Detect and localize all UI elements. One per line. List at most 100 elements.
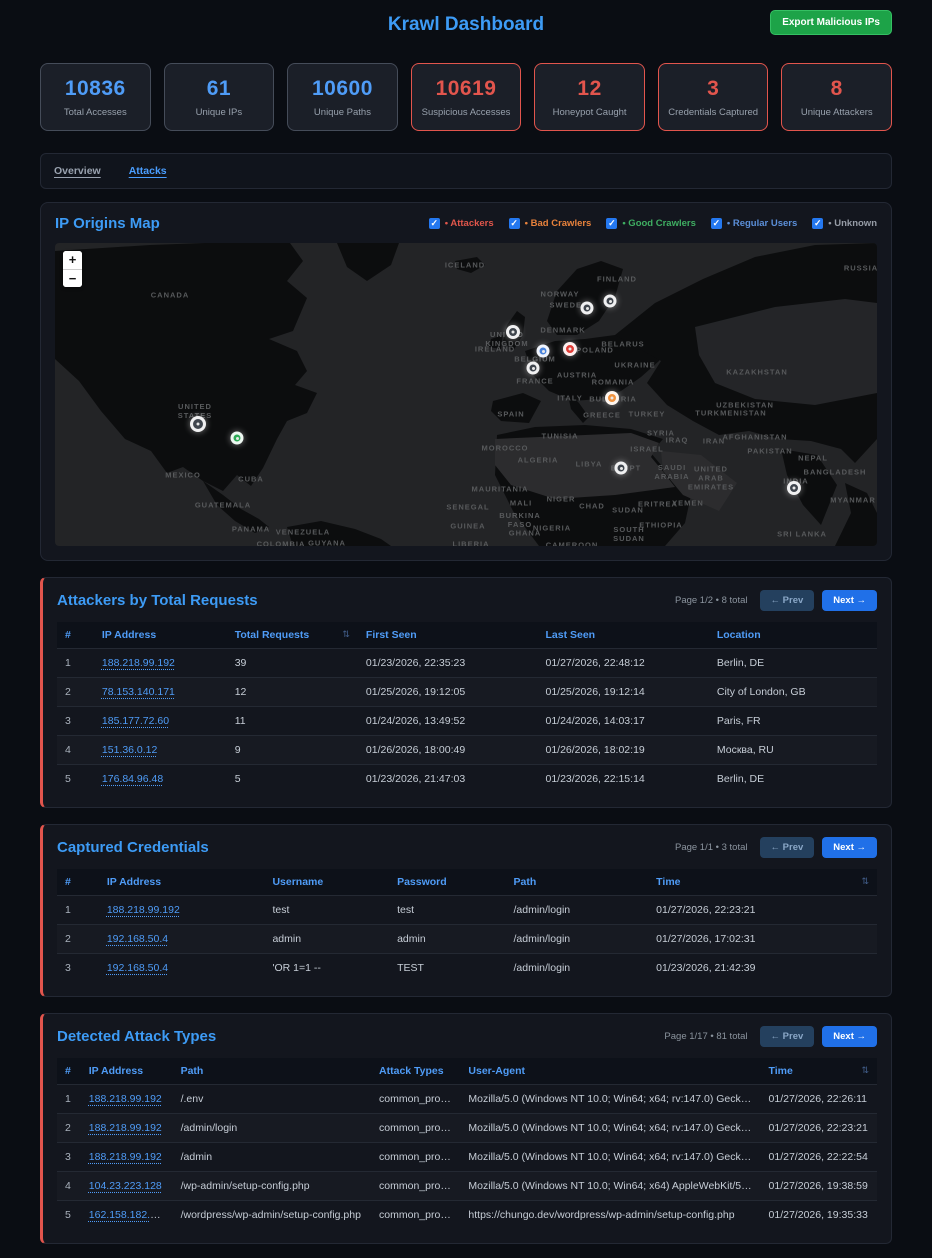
table-row: 2 188.218.99.192/admin/login common_probes… [57, 1113, 877, 1143]
column-header-time[interactable]: Time ⇅ [760, 1058, 877, 1085]
map-marker-unknown[interactable] [787, 481, 801, 495]
column-header-time[interactable]: Time ⇅ [648, 869, 877, 896]
cell-attack-types: common_probes [371, 1113, 461, 1143]
map-legend: ✓ • Attackers ✓ • Bad Crawlers ✓ • Good Crawl… [428, 218, 877, 229]
map-marker-unknown[interactable] [526, 361, 540, 375]
attack-types-title: Detected Attack Types [57, 1028, 217, 1045]
cell-col: 3 [57, 1142, 81, 1172]
tab-attacks[interactable]: Attacks [128, 165, 167, 177]
map-marker-unknown[interactable] [603, 294, 617, 308]
cell-col: 2 [57, 677, 94, 707]
marker-center-dot [585, 306, 589, 310]
legend-item-unknown[interactable]: ✓ • Unknown [812, 218, 877, 229]
column-header-attack-types[interactable]: Attack Types [371, 1058, 461, 1085]
cell-time: 01/27/2026, 22:26:11 [760, 1084, 877, 1114]
map-marker-attacker[interactable] [563, 342, 577, 356]
checkbox-checked-icon[interactable]: ✓ [508, 218, 520, 229]
map-marker-unknown[interactable] [506, 325, 520, 339]
map-marker-unknown[interactable] [614, 461, 628, 475]
prev-page-button[interactable]: ← Prev [759, 1026, 815, 1047]
map-marker-unknown[interactable] [580, 301, 594, 315]
ip-address-link[interactable]: 151.36.0.12 [101, 744, 158, 756]
stats-row: 10836 Total Accesses 61 Unique IPs 10600 Uniq… [40, 63, 893, 131]
map-marker-good-crawler[interactable] [230, 431, 244, 445]
marker-center-dot [196, 422, 200, 426]
ip-address-link[interactable]: 188.218.99.192 [106, 904, 180, 916]
ip-address-link[interactable]: 188.218.99.192 [101, 657, 175, 669]
checkbox-checked-icon[interactable]: ✓ [812, 218, 824, 229]
cell-path: /wp-admin/setup-config.php [172, 1171, 372, 1201]
page-title: Krawl Dashboard [387, 14, 545, 35]
zoom-out-button[interactable]: − [63, 269, 82, 287]
column-header-path[interactable]: Path [172, 1058, 372, 1085]
ip-address-link[interactable]: 104.23.223.128 [88, 1180, 162, 1192]
cell-path: /.env [172, 1084, 372, 1114]
ip-address-link[interactable]: 188.218.99.192 [88, 1151, 162, 1163]
cell-path: /admin/login [172, 1113, 372, 1143]
legend-item-regular-users[interactable]: ✓ • Regular Users [710, 218, 797, 229]
column-header-path[interactable]: Path [505, 869, 649, 896]
cell-attack-types: common_probes [371, 1142, 461, 1172]
column-header-col[interactable]: # [57, 1058, 81, 1085]
legend-item-bad-crawlers[interactable]: ✓ • Bad Crawlers [508, 218, 591, 229]
column-header-col[interactable]: # [57, 622, 94, 649]
ip-address-link[interactable]: 78.153.140.171 [101, 686, 175, 698]
credentials-table: # IP Address Username Password Path Time ⇅ 1 188… [57, 869, 877, 982]
map-marker-bad-crawler[interactable] [605, 391, 619, 405]
column-header-total-requests[interactable]: Total Requests ⇅ [226, 622, 358, 649]
column-header-ip-address[interactable]: IP Address [93, 622, 227, 649]
stat-card-unique-paths: 10600 Unique Paths [287, 63, 398, 131]
cell-total-requests: 11 [226, 706, 358, 736]
cell-first-seen: 01/23/2026, 22:35:23 [357, 648, 538, 678]
checkbox-checked-icon[interactable]: ✓ [710, 218, 722, 229]
marker-center-dot [568, 347, 572, 351]
tab-overview[interactable]: Overview [54, 165, 101, 177]
cell-last-seen: 01/27/2026, 22:48:12 [537, 648, 709, 678]
sort-icon[interactable]: ⇅ [861, 876, 869, 886]
ip-address-link[interactable]: 176.84.96.48 [101, 773, 164, 785]
prev-page-button[interactable]: ← Prev [759, 837, 815, 858]
sort-icon[interactable]: ⇅ [861, 1065, 869, 1075]
cell-path: /admin/login [505, 895, 649, 925]
checkbox-checked-icon[interactable]: ✓ [606, 218, 618, 229]
column-header-user-agent[interactable]: User-Agent [460, 1058, 761, 1085]
cell-total-requests: 12 [226, 677, 358, 707]
page-info: Page 1/2 • 8 total [674, 595, 748, 606]
ip-address-link[interactable]: 192.168.50.4 [106, 962, 169, 974]
column-header-ip-address[interactable]: IP Address [80, 1058, 173, 1085]
prev-page-button[interactable]: ← Prev [759, 590, 815, 611]
legend-item-good-crawlers[interactable]: ✓ • Good Crawlers [606, 218, 696, 229]
stat-label: Suspicious Accesses [421, 106, 511, 118]
legend-item-attackers[interactable]: ✓ • Attackers [428, 218, 494, 229]
ip-address-link[interactable]: 188.218.99.192 [88, 1122, 162, 1134]
cell-ip-address: 104.23.223.128 [80, 1171, 173, 1201]
ip-address-link[interactable]: 162.158.182.104 [88, 1209, 168, 1221]
map-marker-regular-user[interactable] [536, 344, 550, 358]
sort-icon[interactable]: ⇅ [342, 629, 350, 639]
zoom-in-button[interactable]: + [63, 251, 82, 269]
credentials-pager: Page 1/1 • 3 total ← Prev Next → [675, 837, 877, 858]
cell-path: /admin/login [505, 924, 649, 954]
map-marker-unknown[interactable] [190, 416, 206, 432]
column-header-password[interactable]: Password [389, 869, 506, 896]
cell-col: 2 [57, 1113, 81, 1143]
ip-address-link[interactable]: 188.218.99.192 [88, 1093, 162, 1105]
cell-total-requests: 39 [226, 648, 358, 678]
next-page-button[interactable]: Next → [822, 590, 877, 611]
ip-address-link[interactable]: 185.177.72.60 [101, 715, 170, 727]
stat-card-suspicious-accesses: 10619 Suspicious Accesses [410, 63, 522, 131]
column-header-ip-address[interactable]: IP Address [98, 869, 265, 896]
checkbox-checked-icon[interactable]: ✓ [428, 218, 440, 229]
column-header-col[interactable]: # [57, 869, 99, 896]
ip-address-link[interactable]: 192.168.50.4 [106, 933, 169, 945]
column-header-first-seen[interactable]: First Seen [357, 622, 538, 649]
next-page-button[interactable]: Next → [822, 837, 877, 858]
export-malicious-ips-button[interactable]: Export Malicious IPs [770, 10, 892, 35]
column-header-last-seen[interactable]: Last Seen [537, 622, 709, 649]
next-page-button[interactable]: Next → [822, 1026, 877, 1047]
cell-time: 01/27/2026, 22:23:21 [760, 1113, 877, 1143]
cell-ip-address: 192.168.50.4 [98, 924, 265, 954]
column-header-location[interactable]: Location [708, 622, 877, 649]
column-header-username[interactable]: Username [264, 869, 390, 896]
